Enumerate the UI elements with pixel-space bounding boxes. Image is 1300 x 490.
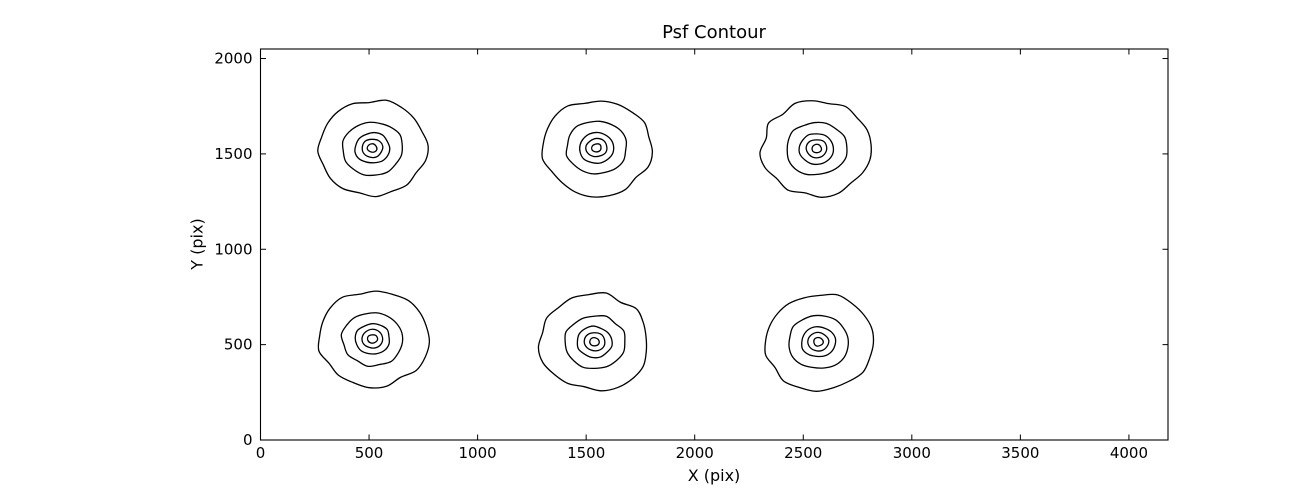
contour-ring [565, 120, 628, 175]
contour-ring [589, 337, 600, 347]
contour-ring [541, 100, 654, 198]
contour-ring [788, 314, 849, 369]
contour-ring [366, 143, 378, 153]
psf-top-right [759, 100, 872, 198]
psf-bottom-right [764, 293, 875, 392]
contour-ring [354, 131, 391, 164]
contour-ring [811, 143, 823, 154]
x-axis-label: X (pix) [687, 466, 741, 485]
contour-ring [317, 290, 431, 389]
contour-ring [786, 121, 848, 176]
contour-ring [801, 326, 837, 358]
psf-top-center [541, 100, 654, 198]
contour-ring [366, 334, 379, 344]
contour-ring [764, 293, 875, 392]
contour-ring [341, 121, 403, 177]
psf-top-left [317, 99, 429, 198]
x-tick-label: 0 [256, 444, 266, 462]
plot-border [259, 48, 1169, 441]
x-tick-label: 1500 [567, 444, 605, 462]
x-tick-label: 3500 [1001, 444, 1039, 462]
contour-ring [579, 131, 615, 164]
contour-ring [759, 100, 872, 198]
x-tick-label: 1000 [459, 444, 497, 462]
y-tick-label: 500 [224, 336, 253, 354]
x-tick-label: 4000 [1110, 444, 1148, 462]
contour-ring [537, 291, 648, 392]
y-tick-label: 1500 [214, 145, 252, 163]
contour-ring [361, 138, 384, 159]
contour-ring [807, 331, 830, 352]
contour-ring [813, 336, 824, 347]
y-axis-label: Y (pix) [187, 218, 207, 270]
y-tick-label: 1000 [214, 240, 252, 258]
contour-ring [564, 314, 626, 370]
contour-ring [576, 325, 613, 359]
x-tick-label: 2000 [676, 444, 714, 462]
contour-ring [354, 323, 391, 355]
contour-ring [361, 328, 384, 349]
contour-ring [585, 137, 608, 158]
contour-ring [798, 133, 835, 166]
chart-title: Psf Contour [662, 22, 766, 43]
contour-ring [805, 139, 828, 159]
y-tick-label: 2000 [214, 50, 252, 68]
contour-ring [591, 143, 602, 153]
psf-bottom-left [317, 290, 431, 389]
contour-ring [317, 99, 429, 198]
x-tick-label: 500 [355, 444, 384, 462]
y-tick-label: 0 [243, 431, 253, 449]
contour-ring [583, 332, 606, 352]
psf-bottom-center [537, 291, 648, 392]
contour-ring [340, 312, 404, 368]
x-tick-label: 2500 [784, 444, 822, 462]
x-tick-label: 3000 [893, 444, 931, 462]
